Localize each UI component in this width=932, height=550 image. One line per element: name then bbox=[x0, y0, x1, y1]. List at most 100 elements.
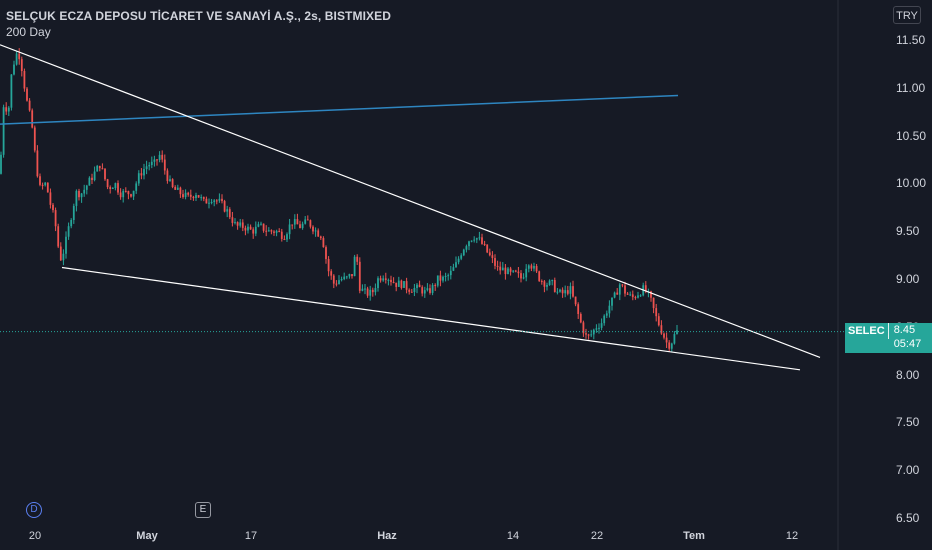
currency-button[interactable]: TRY bbox=[893, 6, 921, 24]
candle-body bbox=[340, 279, 343, 281]
symbol-title[interactable]: SELÇUK ECZA DEPOSU TİCARET VE SANAYİ A.Ş… bbox=[6, 9, 391, 23]
candle-body bbox=[236, 222, 239, 226]
candle-body bbox=[397, 280, 400, 287]
candle-body bbox=[436, 275, 439, 286]
candle-body bbox=[130, 194, 132, 197]
candle-body bbox=[189, 194, 192, 197]
y-tick-label: 7.00 bbox=[896, 463, 920, 478]
candle-body bbox=[408, 289, 411, 292]
moving-average-line[interactable] bbox=[0, 94, 679, 125]
candle-body bbox=[522, 277, 525, 279]
candle-body bbox=[301, 223, 304, 229]
y-tick-label: 9.50 bbox=[896, 224, 920, 239]
candle-body bbox=[608, 305, 611, 314]
candle-body bbox=[668, 342, 671, 349]
candle-body bbox=[486, 244, 489, 253]
candle-body bbox=[257, 224, 260, 227]
candle-body bbox=[28, 100, 31, 111]
candle-body bbox=[101, 168, 104, 170]
candle-body bbox=[405, 281, 408, 290]
candle-body bbox=[369, 289, 372, 296]
candle-body bbox=[421, 287, 424, 294]
candle-body bbox=[166, 170, 169, 182]
candle-body bbox=[18, 53, 21, 60]
candle-body bbox=[473, 239, 476, 241]
candle-body bbox=[439, 275, 442, 281]
candle-body bbox=[44, 182, 47, 186]
candle-body bbox=[413, 288, 416, 293]
candle-body bbox=[525, 268, 528, 278]
candle-body bbox=[31, 110, 34, 128]
candle-body bbox=[595, 328, 598, 330]
candle-body bbox=[624, 285, 626, 294]
candle-body bbox=[626, 293, 629, 295]
y-tick-label: 7.50 bbox=[896, 415, 920, 430]
candle-body bbox=[345, 276, 348, 278]
candle-body bbox=[618, 284, 621, 295]
candle-body bbox=[153, 159, 156, 162]
candle-body bbox=[0, 154, 2, 174]
candle-body bbox=[171, 179, 174, 188]
candle-body bbox=[7, 107, 10, 112]
candle-body bbox=[621, 284, 624, 286]
upper-trendline[interactable] bbox=[0, 44, 821, 358]
candle-body bbox=[286, 234, 288, 240]
candle-body bbox=[176, 187, 179, 190]
candle-body bbox=[488, 252, 491, 256]
candle-body bbox=[195, 195, 197, 199]
candle-body bbox=[330, 271, 333, 276]
candle-body bbox=[514, 270, 517, 272]
candle-body bbox=[293, 219, 296, 225]
candle-body bbox=[54, 210, 57, 227]
lower-trendline[interactable] bbox=[61, 266, 801, 371]
y-tick-label: 9.00 bbox=[896, 272, 920, 286]
candle-body bbox=[585, 333, 587, 335]
trendline-layer[interactable] bbox=[0, 44, 821, 371]
candle-body bbox=[267, 230, 270, 232]
candle-body bbox=[499, 266, 502, 271]
indicator-label[interactable]: 200 Day bbox=[6, 25, 51, 39]
candle-body bbox=[418, 284, 421, 288]
candle-body bbox=[392, 282, 395, 284]
candle-body bbox=[457, 258, 460, 263]
candle-body bbox=[36, 150, 39, 177]
candle-body bbox=[483, 243, 486, 245]
candle-body bbox=[192, 196, 195, 199]
candle-body bbox=[366, 288, 369, 296]
candle-body bbox=[465, 246, 468, 250]
candle-body bbox=[140, 173, 143, 176]
candle-body bbox=[491, 255, 494, 259]
candle-body bbox=[470, 240, 473, 242]
candle-body bbox=[228, 209, 231, 218]
dividend-marker-icon[interactable]: D bbox=[26, 502, 42, 518]
candle-body bbox=[210, 202, 213, 204]
candle-body bbox=[423, 290, 426, 294]
last-price-value: 8.45 bbox=[893, 324, 916, 336]
candle-body bbox=[72, 205, 75, 220]
candle-body bbox=[309, 220, 312, 227]
candle-body bbox=[124, 190, 127, 192]
candle-body bbox=[273, 231, 275, 233]
candle-body bbox=[260, 223, 262, 225]
candle-body bbox=[197, 195, 200, 198]
candle-body bbox=[494, 258, 496, 266]
candle-body bbox=[431, 285, 434, 293]
earnings-marker-icon[interactable]: E bbox=[195, 502, 211, 518]
candle-body bbox=[535, 265, 538, 272]
candle-body bbox=[283, 238, 286, 240]
candle-body bbox=[634, 297, 637, 299]
moving-average-series bbox=[0, 94, 679, 125]
candle-body bbox=[85, 185, 88, 190]
candle-body bbox=[278, 230, 281, 232]
candle-body bbox=[262, 223, 265, 231]
candle-body bbox=[600, 323, 603, 328]
candle-body bbox=[223, 201, 226, 212]
candle-body bbox=[46, 182, 49, 193]
candle-body bbox=[161, 154, 164, 160]
candle-body bbox=[429, 288, 431, 293]
candle-body bbox=[179, 187, 182, 195]
candle-body bbox=[26, 88, 28, 101]
candle-body bbox=[96, 165, 99, 172]
candle-body bbox=[208, 202, 210, 204]
